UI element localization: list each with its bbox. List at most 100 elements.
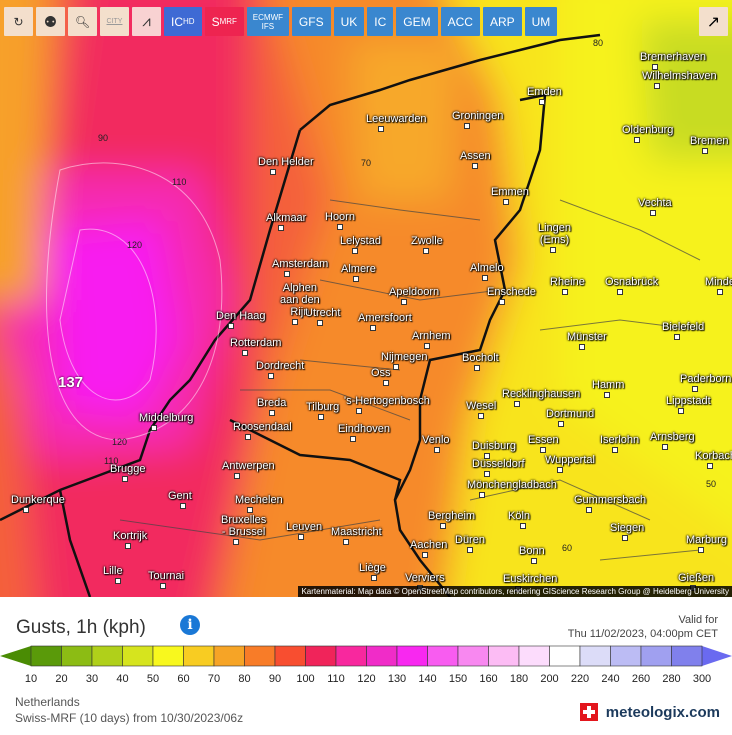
region-label: Netherlands — [15, 695, 80, 709]
city-marker — [424, 343, 430, 349]
city-marker — [550, 247, 556, 253]
zoom-out-icon: 🔍︎ — [74, 14, 91, 29]
city-label: Amersfoort — [358, 312, 412, 324]
city-label: Gent — [168, 490, 192, 502]
city-label: Dunkerque — [11, 494, 65, 506]
scale-cell — [549, 645, 581, 667]
city-marker — [337, 224, 343, 230]
city-label: Marburg — [686, 534, 727, 546]
legend-panel: Gusts, 1h (kph) i Valid for Thu 11/02/202… — [0, 597, 732, 735]
scale-tick-label: 20 — [55, 673, 68, 685]
weather-map[interactable]: Bremerhaven Wilhelmshaven Emden Leeuwarden G… — [0, 0, 732, 597]
city-marker — [383, 380, 389, 386]
city-label: Arnhem — [412, 330, 451, 342]
scale-cell — [183, 645, 215, 667]
city-marker — [269, 410, 275, 416]
city-label: Tournai — [148, 570, 185, 582]
city-label: Paderborn — [680, 373, 732, 385]
share-icon: ↗ — [706, 13, 721, 31]
model-gem-button[interactable]: GEM — [396, 7, 438, 36]
scale-tick-label: 110 — [327, 673, 345, 685]
city-label: Arnsberg — [650, 431, 695, 443]
scale-tick-label: 160 — [479, 673, 498, 685]
scale-cell — [213, 645, 245, 667]
city-label: Maastricht — [331, 526, 382, 538]
trajectory-button[interactable]: ⩘ — [132, 7, 161, 36]
city-label: Zwolle — [411, 235, 443, 247]
city-label: Den Helder — [258, 156, 314, 168]
city-marker — [662, 444, 668, 450]
location-button[interactable]: ⚉ — [36, 7, 65, 36]
city-label: Lippstadt — [666, 395, 711, 407]
city-marker — [423, 248, 429, 254]
scale-cell — [427, 645, 459, 667]
wind-trajectory-icon: ⩘ — [142, 13, 151, 30]
city-label: Dordrecht — [256, 360, 305, 372]
model-um-button[interactable]: UM — [524, 7, 558, 36]
contour-label: 70 — [361, 158, 372, 168]
city-marker — [343, 539, 349, 545]
share-button[interactable]: ↗ — [699, 7, 728, 36]
scale-cell — [366, 645, 398, 667]
scale-low-arrow — [0, 646, 31, 666]
city-label: Nijmegen — [381, 351, 428, 363]
city-marker — [298, 534, 304, 540]
city-label: Leeuwarden — [366, 113, 427, 125]
scale-cell — [335, 645, 367, 667]
model-smrf-button[interactable]: S MRF — [204, 7, 244, 36]
model-gfs-button[interactable]: GFS — [291, 7, 331, 36]
scale-tick-label: 90 — [268, 673, 282, 685]
city-label: Euskirchen — [503, 573, 558, 585]
city-marker — [434, 447, 440, 453]
city-label: Bergheim — [428, 510, 476, 522]
city-label: Antwerpen — [222, 460, 275, 472]
model-ic-button[interactable]: IC — [367, 7, 394, 36]
city-marker — [353, 276, 359, 282]
city-marker — [317, 320, 323, 326]
city-marker — [579, 344, 585, 350]
city-label: Lelystad — [340, 235, 381, 247]
info-icon[interactable]: i — [180, 615, 200, 635]
city-marker — [622, 535, 628, 541]
contour-label: 50 — [706, 479, 717, 489]
city-labels-button[interactable]: CITY — [100, 7, 129, 36]
city-marker — [652, 64, 658, 70]
scale-cell — [457, 645, 489, 667]
scale-tick-label: 100 — [296, 673, 315, 685]
city-label: Middelburg — [139, 412, 194, 424]
scale-tick-label: 280 — [662, 673, 681, 685]
city-label: Bruxelles - Brussel — [221, 514, 267, 538]
model-arp-button[interactable]: ARP — [482, 7, 522, 36]
refresh-button[interactable]: ↻ — [4, 7, 33, 36]
model-ichd-button[interactable]: IC HD — [164, 7, 202, 36]
scale-cell — [61, 645, 93, 667]
city-marker — [698, 547, 704, 553]
city-marker — [247, 507, 253, 513]
contour-label: 120 — [112, 437, 128, 447]
contour-label: 120 — [127, 240, 143, 250]
city-label: Roosendaal — [233, 421, 292, 433]
city-marker — [692, 386, 698, 392]
city-label: Almelo — [470, 262, 504, 274]
model-uk-button[interactable]: UK — [333, 7, 365, 36]
city-marker — [378, 126, 384, 132]
zoom-out-button[interactable]: 🔍︎ — [68, 7, 97, 36]
city-label: Oss — [371, 367, 391, 379]
city-marker — [654, 83, 660, 89]
city-label: Assen — [460, 150, 491, 162]
city-label: Wesel — [466, 400, 497, 412]
model-acc-button[interactable]: ACC — [440, 7, 480, 36]
city-marker — [479, 492, 485, 498]
valid-time: Valid for Thu 11/02/2023, 04:00pm CET — [567, 614, 718, 640]
city-label: Düsseldorf — [472, 458, 525, 470]
scale-cell — [30, 645, 62, 667]
meteologix-logo[interactable]: meteologix.com — [579, 703, 720, 721]
city-marker — [440, 523, 446, 529]
model-ecmwf-button[interactable]: ECMWF IFS — [246, 7, 289, 36]
city-marker — [484, 471, 490, 477]
city-label: Hamm — [592, 379, 625, 391]
city-marker — [228, 323, 234, 329]
city-marker — [23, 507, 29, 513]
city-marker — [472, 163, 478, 169]
scale-high-arrow — [702, 646, 732, 666]
